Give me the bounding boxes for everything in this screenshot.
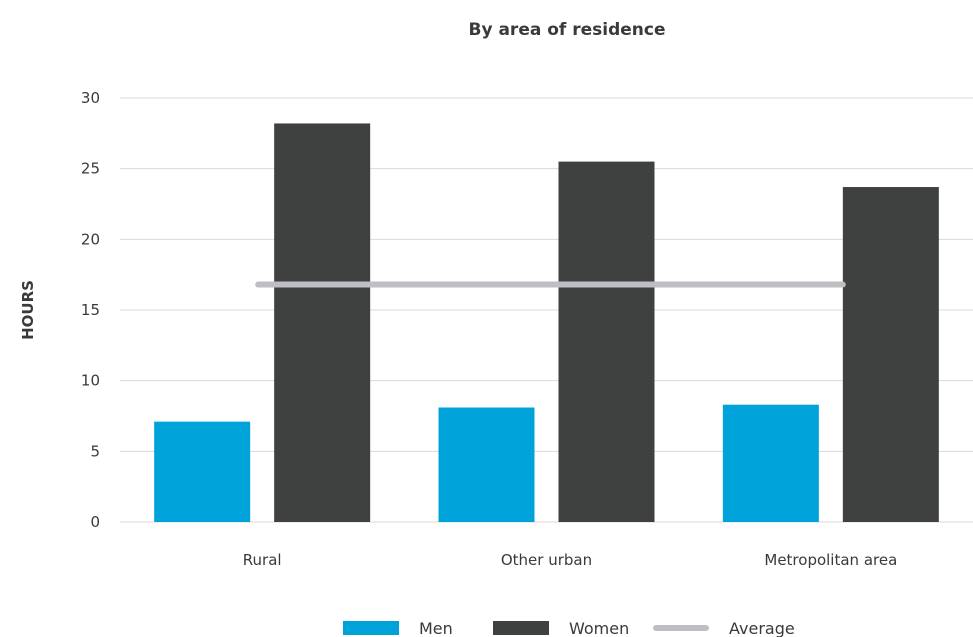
x-tick-label: Metropolitan area bbox=[764, 551, 897, 569]
y-tick-label: 10 bbox=[81, 372, 100, 390]
legend: Men Women Average bbox=[343, 619, 795, 637]
bar-men-1 bbox=[438, 407, 535, 522]
y-tick-label: 15 bbox=[81, 301, 100, 319]
x-tick-label: Rural bbox=[243, 551, 282, 569]
x-tick-label: Other urban bbox=[501, 551, 592, 569]
legend-swatch-men bbox=[343, 621, 399, 635]
y-tick-label: 5 bbox=[90, 442, 100, 460]
y-tick-label: 25 bbox=[81, 160, 100, 178]
x-tick-labels: Rural Other urban Metropolitan area bbox=[243, 551, 898, 569]
legend-label-average: Average bbox=[729, 619, 795, 637]
y-tick-label: 20 bbox=[81, 230, 100, 248]
y-tick-label: 30 bbox=[81, 89, 100, 107]
y-tick-labels: 0 5 10 15 20 25 30 bbox=[81, 89, 100, 531]
legend-swatch-women bbox=[493, 621, 549, 635]
y-tick-label: 0 bbox=[90, 513, 100, 531]
legend-label-women: Women bbox=[569, 619, 629, 637]
bar-women-0 bbox=[274, 123, 371, 522]
grid-lines bbox=[120, 97, 973, 523]
bar-women-1 bbox=[558, 161, 655, 522]
y-axis-label: HOURS bbox=[19, 280, 37, 340]
bar-women-2 bbox=[842, 187, 939, 523]
legend-label-men: Men bbox=[419, 619, 453, 637]
bar-men-0 bbox=[154, 421, 251, 522]
bars bbox=[154, 123, 939, 523]
chart-title: By area of residence bbox=[469, 20, 666, 40]
bar-men-2 bbox=[722, 404, 819, 522]
